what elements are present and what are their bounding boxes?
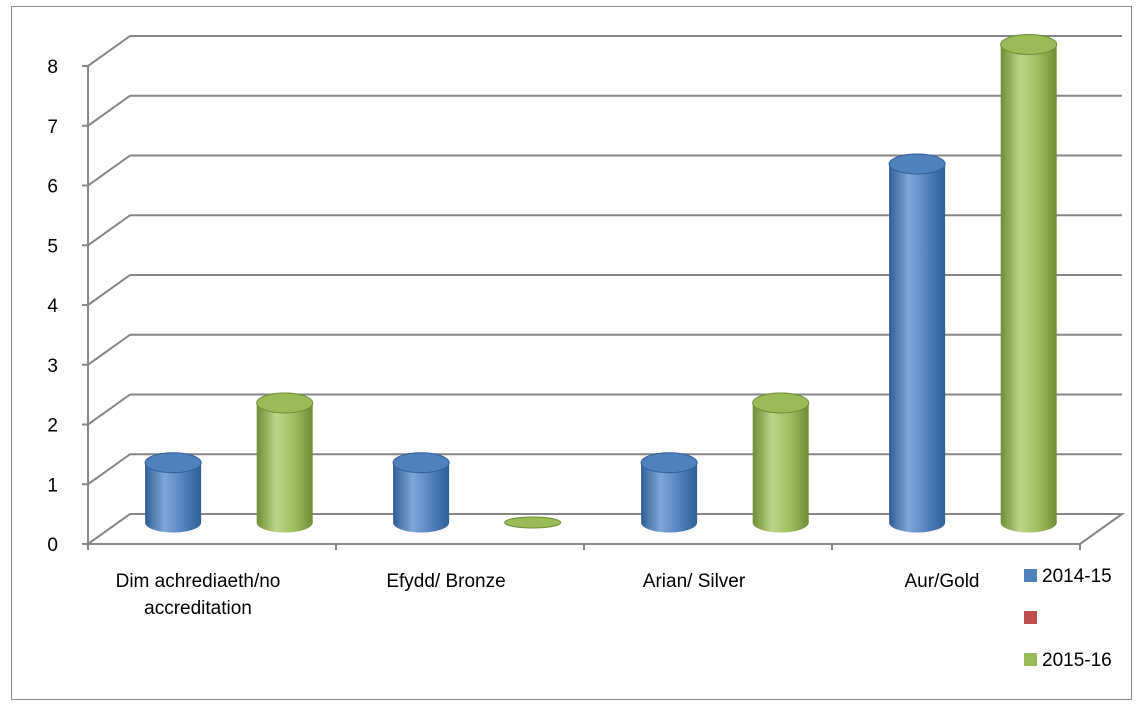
bar-top <box>752 392 810 414</box>
gridlines <box>87 35 1122 486</box>
y-tick-label: 0 <box>47 535 58 556</box>
gridline-depth <box>87 393 131 426</box>
labels: 0 1 2 3 4 5 6 7 8 Dim achrediaeth/no accreditation… <box>47 57 979 619</box>
gridline-depth <box>87 274 131 306</box>
y-tick-label: 6 <box>47 177 58 198</box>
chart-frame <box>11 6 1132 700</box>
y-tick-label: 7 <box>47 117 58 138</box>
bar-top <box>1000 34 1058 55</box>
bar-body <box>641 462 698 533</box>
floor-outline <box>87 513 1126 545</box>
bars <box>144 34 1058 533</box>
x-category-label: Aur/Gold <box>905 571 980 592</box>
legend-swatch <box>1024 611 1037 624</box>
x-category-label: Arian/ Silver <box>643 571 746 592</box>
axes <box>82 65 1126 550</box>
y-tick-label: 8 <box>47 57 58 78</box>
legend-swatch <box>1024 569 1037 582</box>
gridline-depth <box>87 154 131 187</box>
legend: 2014-15 2015-16 <box>1024 566 1112 671</box>
bar-body <box>256 403 313 533</box>
y-tick-label: 5 <box>47 236 58 257</box>
bar-top <box>888 153 946 175</box>
gridline-depth <box>87 453 131 486</box>
gridline-depth <box>87 94 131 127</box>
gridline-depth <box>87 35 131 67</box>
bar-body <box>889 164 946 533</box>
x-category-label: Dim achrediaeth/no <box>116 571 281 592</box>
bar-body <box>752 403 809 533</box>
bar-body <box>393 462 450 533</box>
y-tick-label: 4 <box>47 296 58 317</box>
bar-top <box>392 452 450 474</box>
bar-top <box>256 392 314 414</box>
bar-top <box>144 452 202 474</box>
bar-top <box>640 452 698 474</box>
x-category-label: accreditation <box>144 598 252 619</box>
bar-flat-2 <box>504 516 562 529</box>
legend-swatch <box>1024 653 1037 666</box>
gridline-depth <box>87 333 131 366</box>
legend-label: 2014-15 <box>1042 566 1112 587</box>
x-category-label: Efydd/ Bronze <box>386 571 505 592</box>
y-tick-label: 1 <box>47 475 58 496</box>
y-tick-label: 3 <box>47 356 58 377</box>
gridline-depth <box>87 214 131 247</box>
y-tick-label: 2 <box>47 416 58 437</box>
legend-label: 2015-16 <box>1042 650 1112 671</box>
bar-body <box>1000 44 1057 533</box>
bar-body <box>145 462 202 533</box>
